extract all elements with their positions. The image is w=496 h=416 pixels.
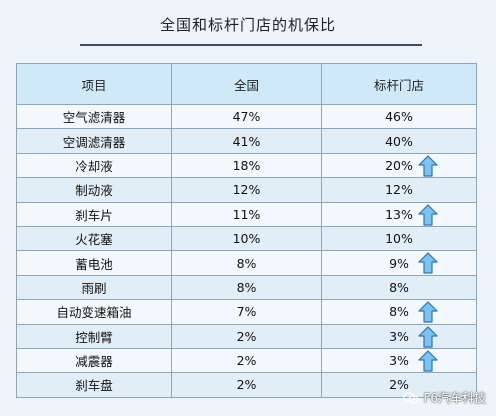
cell-benchmark-value: 3% [389, 328, 409, 344]
wechat-icon [403, 391, 420, 404]
watermark: F6汽车科技 [403, 389, 486, 406]
cell-item: 火花塞 [16, 225, 172, 252]
cell-benchmark: 13% [321, 201, 477, 227]
cell-item: 空气滤清器 [16, 103, 172, 130]
comparison-table: 项目 全国 标杆门店 空气滤清器 47% 46% 空调滤清器 41% 40% 冷却液 18% 2… [16, 63, 477, 398]
cell-benchmark-value: 9% [389, 255, 409, 271]
cell-benchmark: 10% [321, 225, 477, 252]
cell-national: 2% [171, 347, 322, 374]
table-row: 空调滤清器 41% 40% [16, 128, 477, 154]
up-arrow-icon [418, 350, 438, 372]
cell-benchmark: 3% [321, 347, 477, 374]
cell-benchmark: 40% [321, 128, 477, 154]
table-row: 自动变速箱油 7% 8% [16, 299, 477, 325]
cell-national: 12% [171, 177, 322, 203]
cell-item: 自动变速箱油 [16, 299, 172, 325]
title-divider [80, 44, 422, 46]
up-arrow-icon [418, 155, 438, 177]
column-header-national: 全国 [171, 63, 322, 105]
column-header-item: 项目 [16, 63, 172, 105]
cell-national: 10% [171, 225, 322, 252]
up-arrow-icon [418, 252, 438, 274]
cell-item: 雨刷 [16, 274, 172, 301]
table-body: 空气滤清器 47% 46% 空调滤清器 41% 40% 冷却液 18% 20% 制动液 12% 12%… [16, 103, 477, 398]
column-header-benchmark: 标杆门店 [321, 63, 477, 105]
cell-benchmark: 8% [321, 274, 477, 301]
cell-benchmark-value: 13% [385, 206, 413, 222]
cell-benchmark: 46% [321, 103, 477, 130]
up-arrow-icon [418, 325, 438, 348]
cell-national: 2% [171, 372, 322, 398]
cell-item: 蓄电池 [16, 250, 172, 276]
cell-benchmark-value: 12% [385, 182, 413, 198]
table-row: 制动液 12% 12% [16, 177, 477, 203]
cell-national: 2% [171, 323, 322, 349]
cell-national: 7% [171, 299, 322, 325]
cell-benchmark-value: 40% [385, 133, 413, 149]
cell-item: 冷却液 [16, 152, 172, 179]
cell-national: 8% [171, 250, 322, 276]
table-header-row: 项目 全国 标杆门店 [16, 63, 477, 105]
page-title: 全国和标杆门店的机保比 [159, 16, 336, 34]
table-row: 控制臂 2% 3% [16, 323, 477, 349]
table-row: 空气滤清器 47% 46% [16, 103, 477, 130]
watermark-text: F6汽车科技 [423, 391, 486, 405]
cell-national: 18% [171, 152, 322, 179]
cell-item: 制动液 [16, 177, 172, 203]
cell-benchmark-value: 8% [389, 304, 409, 320]
cell-benchmark-value: 2% [389, 377, 409, 393]
cell-national: 47% [171, 103, 322, 130]
up-arrow-icon [418, 203, 438, 226]
table-row: 刹车片 11% 13% [16, 201, 477, 227]
cell-benchmark: 2% [321, 372, 477, 398]
table-row: 雨刷 8% 8% [16, 274, 477, 301]
cell-benchmark: 8% [321, 299, 477, 325]
cell-benchmark: 3% [321, 323, 477, 349]
table-row: 火花塞 10% 10% [16, 225, 477, 252]
cell-item: 空调滤清器 [16, 128, 172, 154]
cell-benchmark: 20% [321, 152, 477, 179]
cell-benchmark: 9% [321, 250, 477, 276]
cell-item: 刹车片 [16, 201, 172, 227]
cell-national: 11% [171, 201, 322, 227]
cell-benchmark-value: 3% [389, 353, 409, 369]
cell-benchmark-value: 8% [389, 279, 409, 295]
cell-benchmark-value: 20% [385, 157, 413, 173]
cell-national: 41% [171, 128, 322, 154]
cell-benchmark: 12% [321, 177, 477, 203]
table-row: 冷却液 18% 20% [16, 152, 477, 179]
table-row: 减震器 2% 3% [16, 347, 477, 374]
up-arrow-icon [418, 301, 438, 323]
cell-benchmark-value: 46% [385, 109, 413, 125]
cell-item: 刹车盘 [16, 372, 172, 398]
cell-item: 控制臂 [16, 323, 172, 349]
cell-benchmark-value: 10% [385, 231, 413, 247]
table-row: 刹车盘 2% 2% [16, 372, 477, 398]
cell-national: 8% [171, 274, 322, 301]
cell-item: 减震器 [16, 347, 172, 374]
table-row: 蓄电池 8% 9% [16, 250, 477, 276]
